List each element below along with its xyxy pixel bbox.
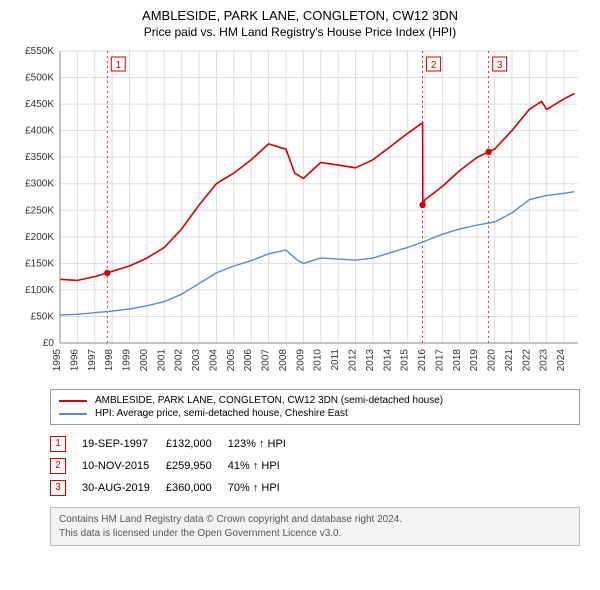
legend-item: HPI: Average price, semi-detached house,… (59, 407, 571, 420)
svg-text:2008: 2008 (278, 349, 289, 372)
svg-text:£500K: £500K (25, 73, 54, 84)
svg-text:2023: 2023 (539, 349, 550, 372)
svg-text:2021: 2021 (504, 349, 515, 372)
svg-text:2020: 2020 (487, 349, 498, 372)
svg-text:2002: 2002 (174, 349, 185, 372)
svg-text:£350K: £350K (25, 152, 54, 163)
sale-pct-vs-hpi: 123% ↑ HPI (228, 433, 302, 455)
chart-subtitle: Price paid vs. HM Land Registry's House … (10, 25, 590, 39)
attribution-footer: Contains HM Land Registry data © Crown c… (50, 507, 580, 546)
svg-text:£150K: £150K (25, 258, 54, 269)
sale-price: £360,000 (166, 477, 228, 499)
svg-text:£250K: £250K (25, 205, 54, 216)
plot-svg: 1 2 3 £0 £50K £100K £150K £200K £250K £300K £350K £… (10, 43, 590, 383)
svg-text:1: 1 (115, 60, 121, 71)
svg-text:2: 2 (431, 60, 437, 71)
sale-date: 19-SEP-1997 (82, 433, 166, 455)
svg-text:1996: 1996 (69, 349, 80, 372)
svg-text:2018: 2018 (452, 349, 463, 372)
svg-text:2010: 2010 (313, 349, 324, 372)
svg-text:2017: 2017 (434, 349, 445, 372)
svg-text:1998: 1998 (104, 349, 115, 372)
svg-text:2015: 2015 (400, 349, 411, 372)
svg-text:2000: 2000 (139, 349, 150, 372)
legend: AMBLESIDE, PARK LANE, CONGLETON, CW12 3D… (50, 389, 580, 425)
svg-text:2014: 2014 (382, 349, 393, 372)
svg-text:£400K: £400K (25, 126, 54, 137)
svg-text:2001: 2001 (156, 349, 167, 372)
legend-label: HPI: Average price, semi-detached house,… (95, 408, 348, 419)
sale-pct-vs-hpi: 41% ↑ HPI (228, 455, 302, 477)
sale-date: 10-NOV-2015 (82, 455, 166, 477)
sale-marker: 2 (50, 458, 66, 474)
sales-table: 1 19-SEP-1997£132,000123% ↑ HPI 2 10-NOV-20… (50, 433, 302, 499)
svg-text:1997: 1997 (87, 349, 98, 372)
svg-text:2005: 2005 (226, 349, 237, 372)
svg-text:2022: 2022 (521, 349, 532, 372)
svg-text:2003: 2003 (191, 349, 202, 372)
sale-price: £132,000 (166, 433, 228, 455)
footer-line: This data is licensed under the Open Gov… (59, 527, 571, 541)
svg-text:2024: 2024 (556, 349, 567, 372)
svg-text:£200K: £200K (25, 232, 54, 243)
sale-date: 30-AUG-2019 (82, 477, 166, 499)
sales-row: 1 19-SEP-1997£132,000123% ↑ HPI (50, 433, 302, 455)
svg-text:£450K: £450K (25, 99, 54, 110)
svg-text:£50K: £50K (31, 311, 55, 322)
svg-text:2013: 2013 (365, 349, 376, 372)
svg-text:£550K: £550K (25, 46, 54, 57)
svg-text:2009: 2009 (295, 349, 306, 372)
sale-price: £259,950 (166, 455, 228, 477)
svg-text:2011: 2011 (330, 349, 341, 371)
svg-text:2004: 2004 (208, 349, 219, 372)
svg-text:1999: 1999 (122, 349, 133, 372)
sale-pct-vs-hpi: 70% ↑ HPI (228, 477, 302, 499)
sales-row: 3 30-AUG-2019£360,00070% ↑ HPI (50, 477, 302, 499)
svg-text:2016: 2016 (417, 349, 428, 372)
svg-text:2007: 2007 (261, 349, 272, 372)
svg-text:2019: 2019 (469, 349, 480, 372)
svg-text:2012: 2012 (348, 349, 359, 372)
legend-swatch (59, 400, 87, 402)
chart-container: AMBLESIDE, PARK LANE, CONGLETON, CW12 3D… (0, 0, 600, 546)
chart-title: AMBLESIDE, PARK LANE, CONGLETON, CW12 3D… (10, 8, 590, 23)
svg-text:3: 3 (497, 60, 503, 71)
svg-text:£100K: £100K (25, 285, 54, 296)
legend-item: AMBLESIDE, PARK LANE, CONGLETON, CW12 3D… (59, 394, 571, 407)
footer-line: Contains HM Land Registry data © Crown c… (59, 513, 571, 527)
svg-text:1995: 1995 (52, 349, 63, 372)
legend-swatch (59, 413, 87, 415)
plot-area: 1 2 3 £0 £50K £100K £150K £200K £250K £300K £350K £… (10, 43, 590, 383)
svg-text:£300K: £300K (25, 179, 54, 190)
sale-marker: 3 (50, 480, 66, 496)
title-block: AMBLESIDE, PARK LANE, CONGLETON, CW12 3D… (0, 0, 600, 43)
legend-label: AMBLESIDE, PARK LANE, CONGLETON, CW12 3D… (95, 395, 443, 406)
svg-text:£0: £0 (43, 338, 55, 349)
sale-marker: 1 (50, 436, 66, 452)
sales-row: 2 10-NOV-2015£259,95041% ↑ HPI (50, 455, 302, 477)
svg-text:2006: 2006 (243, 349, 254, 372)
